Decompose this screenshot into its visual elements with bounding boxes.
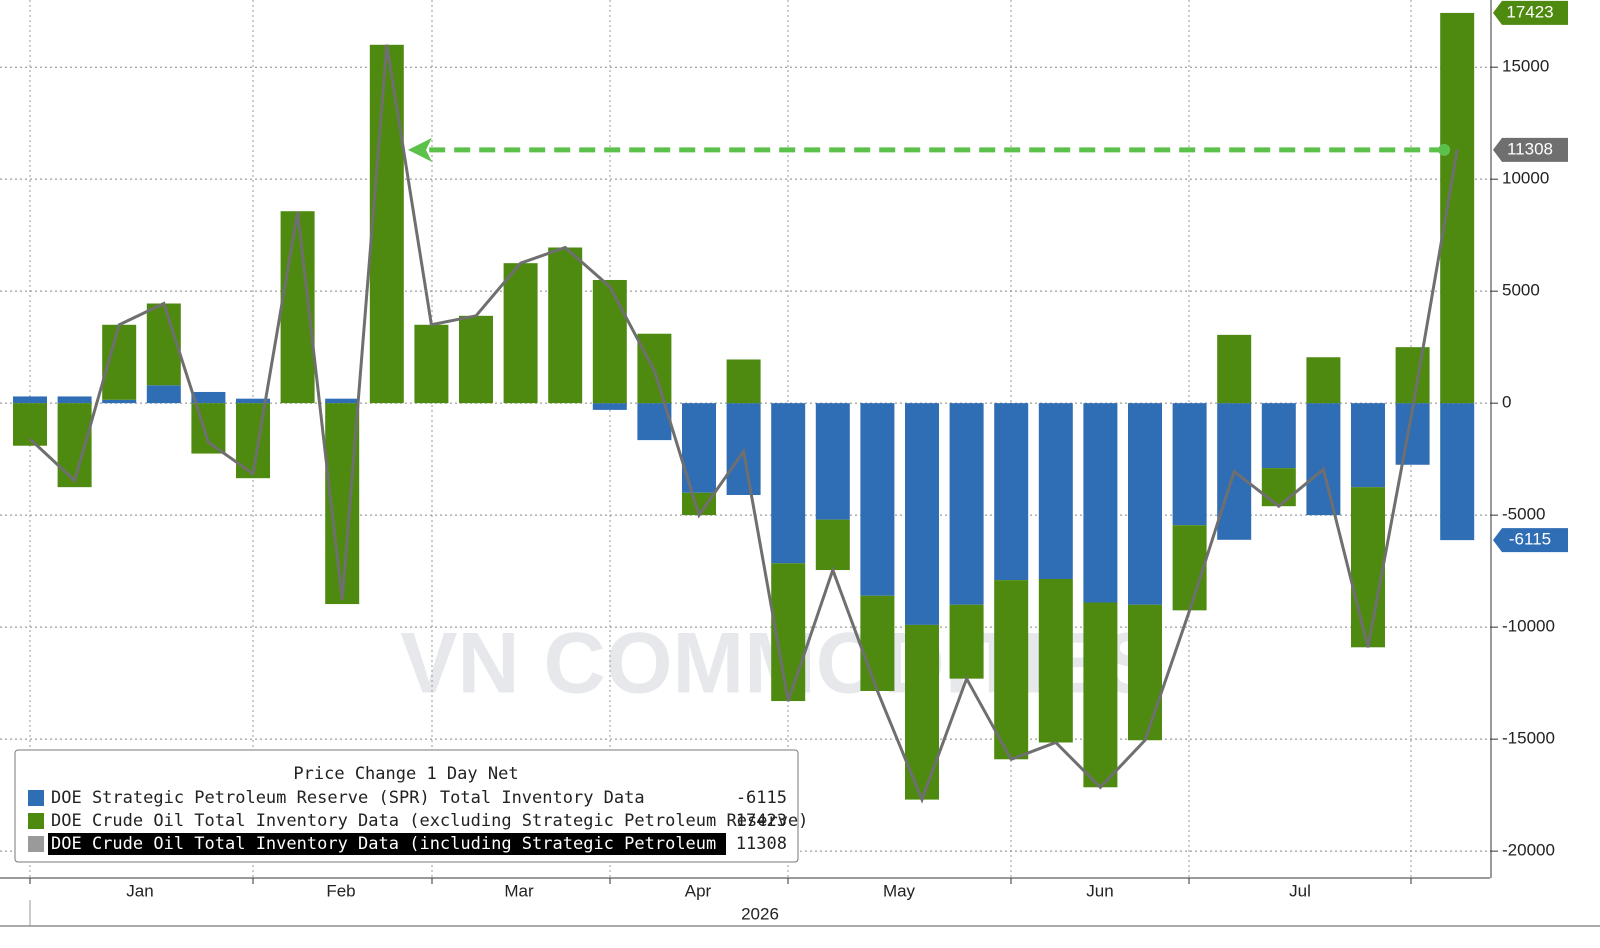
bar [726, 359, 761, 404]
bar [860, 595, 895, 691]
bar [1440, 403, 1475, 541]
bar [815, 403, 850, 520]
bar [236, 398, 270, 404]
bar [860, 403, 895, 596]
bar [1306, 357, 1341, 404]
bar [592, 403, 627, 410]
value-badge-label: 17423 [1506, 2, 1553, 21]
legend-highlight [48, 833, 726, 855]
y-tick-label: 15000 [1502, 57, 1549, 76]
bar [1128, 403, 1162, 605]
legend-swatch [28, 836, 44, 852]
x-tick-label: Mar [504, 881, 534, 900]
y-tick-label: 0 [1502, 393, 1511, 412]
bar [57, 403, 92, 488]
bar [592, 279, 627, 404]
legend-label: DOE Strategic Petroleum Reserve (SPR) To… [51, 788, 645, 808]
legend-label: DOE Crude Oil Total Inventory Data (excl… [51, 811, 808, 831]
arrow-dot [1438, 143, 1451, 156]
legend-swatch [28, 790, 44, 806]
bar [1038, 403, 1073, 579]
bar [1083, 403, 1118, 603]
bar [548, 247, 583, 404]
bar [325, 398, 360, 404]
x-tick-label: Jun [1086, 881, 1113, 900]
bar [1440, 12, 1475, 404]
bar [1395, 347, 1430, 404]
bar [949, 403, 984, 605]
line [28, 44, 1459, 804]
bar [191, 391, 226, 404]
y-tick-label: -20000 [1502, 841, 1555, 860]
bar [1306, 403, 1341, 516]
value-badge [1493, 0, 1568, 25]
y-tick-label: -10000 [1502, 617, 1555, 636]
bar [369, 44, 404, 404]
bar [1261, 468, 1296, 507]
y-tick-label: -15000 [1502, 729, 1555, 748]
bar [146, 303, 181, 386]
bar [815, 519, 850, 571]
bar [414, 324, 449, 404]
bar [1172, 525, 1207, 611]
bar [13, 396, 47, 404]
bar [503, 263, 538, 404]
value-badge [1493, 528, 1568, 553]
bar [57, 396, 92, 404]
x-axis-year: 2026 [741, 904, 779, 923]
value-badge-label: -6115 [1509, 530, 1551, 549]
bar [1083, 602, 1118, 788]
bar [1172, 403, 1207, 526]
value-badge [1493, 137, 1568, 162]
legend-swatch [28, 813, 44, 829]
bar [1128, 604, 1162, 741]
bar [146, 385, 181, 404]
bar [1038, 578, 1073, 743]
bar [102, 399, 137, 404]
legend-title: Price Change 1 Day Net [293, 764, 518, 784]
bar [1261, 403, 1296, 469]
x-tick-label: Jan [126, 881, 153, 900]
bar [994, 403, 1029, 581]
bar [1351, 487, 1385, 648]
legend-value: 17423 [736, 811, 787, 831]
bar [191, 403, 226, 454]
bar [949, 604, 984, 679]
x-tick-label: Feb [326, 881, 355, 900]
y-tick-label: -5000 [1502, 505, 1545, 524]
bar [13, 403, 47, 446]
bar [682, 492, 716, 516]
legend-value: 11308 [736, 834, 787, 854]
y-tick-label: 5000 [1502, 281, 1540, 300]
legend-label: DOE Crude Oil Total Inventory Data (incl… [51, 834, 808, 854]
y-tick-label: 10000 [1502, 169, 1549, 188]
legend-value: -6115 [736, 788, 787, 808]
x-tick-label: May [883, 881, 916, 900]
bar [994, 580, 1029, 760]
arrow-head [408, 137, 432, 162]
bar [1217, 334, 1252, 404]
x-tick-label: Apr [685, 881, 712, 900]
value-badge-label: 11308 [1507, 139, 1553, 158]
bar [459, 315, 493, 404]
bar [905, 403, 939, 625]
x-tick-label: Jul [1289, 881, 1311, 900]
bar [771, 403, 806, 564]
bar [1351, 403, 1385, 488]
